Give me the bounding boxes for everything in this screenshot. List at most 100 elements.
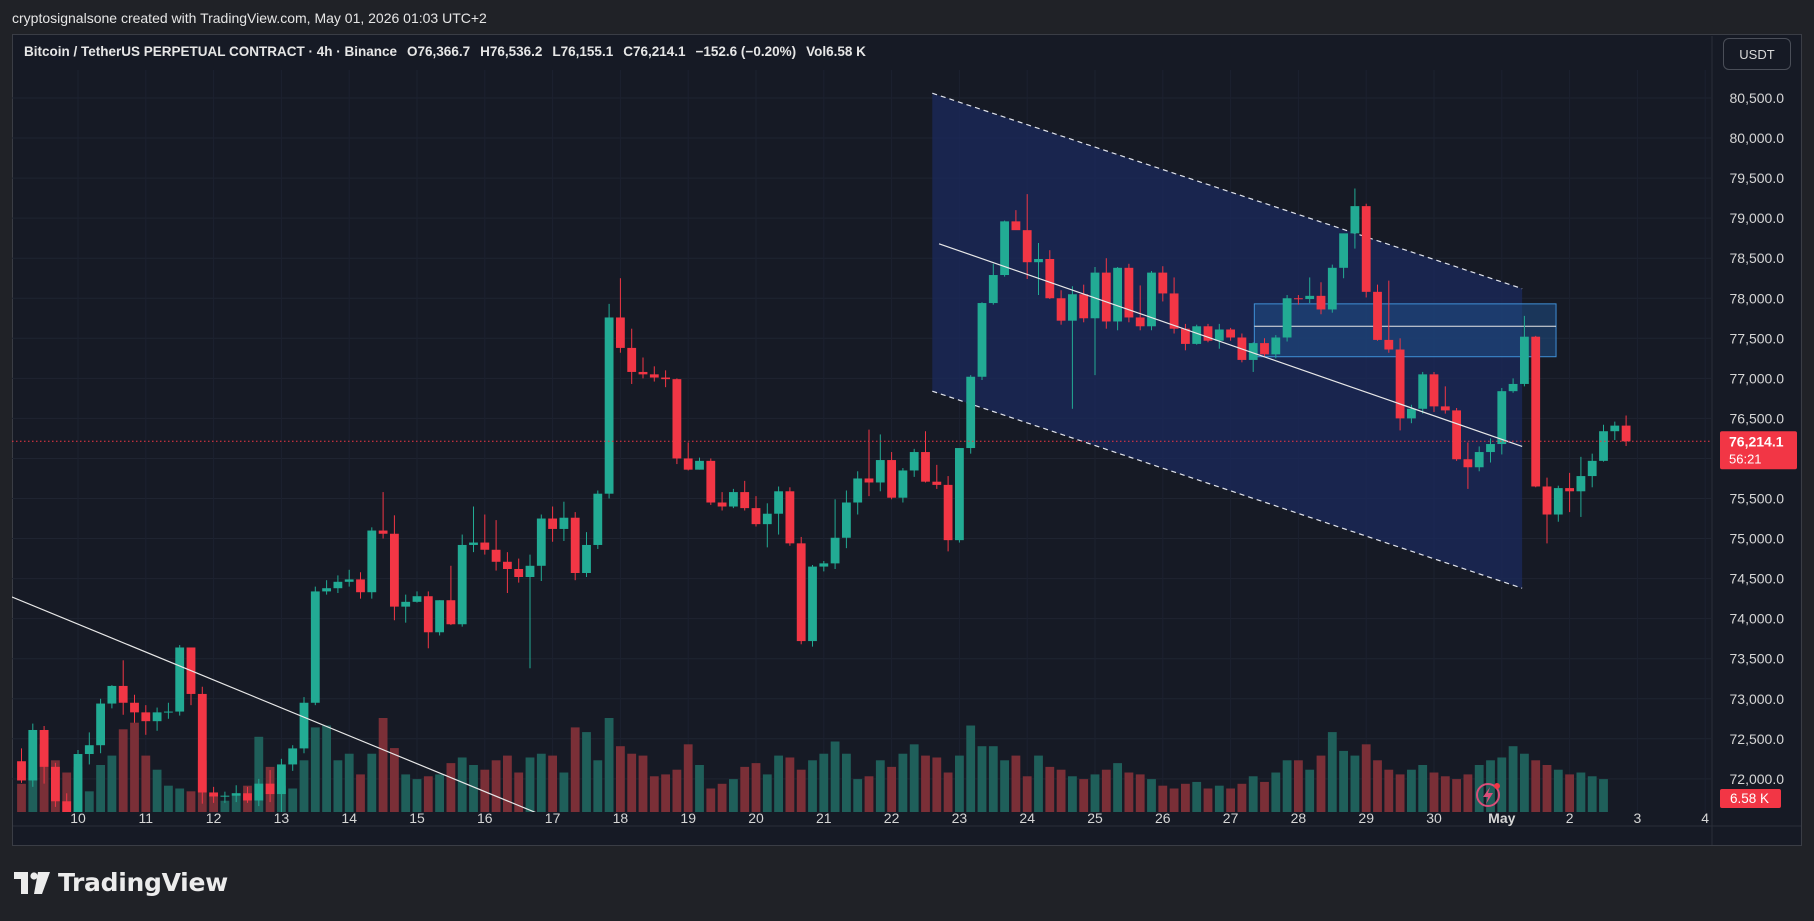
y-tick-label: 72,000.0 <box>1730 771 1785 787</box>
volume-bar <box>1192 781 1202 812</box>
lightning-bolt-icon <box>1483 787 1493 804</box>
x-tick-label: 2 <box>1566 810 1574 826</box>
legend-volume: Vol6.58 K <box>806 44 866 59</box>
lightning-icon[interactable] <box>1476 783 1500 807</box>
candle-body <box>243 793 252 801</box>
volume-bar <box>864 776 874 812</box>
candle-body <box>740 492 750 509</box>
candle-body <box>1587 460 1597 477</box>
candle-body <box>683 458 693 470</box>
tradingview-logo-icon <box>14 871 50 894</box>
volume-bar <box>1305 769 1315 812</box>
candle-body <box>1101 272 1111 322</box>
volume-bar <box>1293 760 1303 812</box>
candle-body <box>502 561 512 569</box>
legend-change: −152.6 (−0.20%) <box>695 44 797 59</box>
candle-body <box>1440 406 1450 411</box>
candle-body <box>254 783 264 801</box>
candle-body <box>661 377 671 380</box>
candle-body <box>1565 488 1575 492</box>
candle-body <box>706 460 716 503</box>
volume-bar <box>548 755 558 812</box>
volume-bar <box>299 760 309 812</box>
candle-body <box>672 379 682 459</box>
volume-bar <box>808 760 817 812</box>
candle-body <box>1214 329 1224 341</box>
volume-bar <box>310 727 320 812</box>
candle-body <box>627 347 637 372</box>
volume-bar <box>1169 788 1179 812</box>
candle-body <box>1271 337 1281 355</box>
legend-close: C76,214.1 <box>623 44 686 59</box>
x-tick-label: 28 <box>1291 810 1307 826</box>
candle-body <box>1339 233 1349 268</box>
volume-bar <box>333 760 343 812</box>
volume-bar <box>1531 760 1541 812</box>
x-tick-label: May <box>1488 810 1515 826</box>
volume-bar <box>1045 766 1055 812</box>
volume-bar <box>593 760 603 812</box>
candle-body <box>785 491 795 544</box>
volume-bar <box>1486 760 1495 812</box>
resistance-zone <box>1253 303 1557 358</box>
candle-body <box>17 761 26 781</box>
volume-bar <box>1248 776 1258 812</box>
volume-bar <box>1260 781 1269 812</box>
candle-body <box>1067 294 1077 321</box>
candle-body <box>1011 221 1021 231</box>
currency-button[interactable]: USDT <box>1723 38 1791 70</box>
volume-bar <box>480 769 490 812</box>
candle-body <box>921 452 930 482</box>
x-tick-label: 24 <box>1019 810 1035 826</box>
x-tick-label: 21 <box>816 810 832 826</box>
legend-high: H76,536.2 <box>480 44 543 59</box>
candle-body <box>446 600 456 625</box>
volume-bar <box>615 746 625 812</box>
volume-bar <box>774 755 784 812</box>
x-tick-label: 14 <box>341 810 357 826</box>
volume-bar <box>1599 779 1608 812</box>
legend-symbol[interactable]: Bitcoin / TetherUS PERPETUAL CONTRACT · … <box>24 44 398 59</box>
x-tick-label: 11 <box>139 810 154 826</box>
candle-body <box>1135 317 1145 327</box>
x-tick-label: 27 <box>1223 810 1239 826</box>
volume-bar <box>796 769 806 812</box>
volume-bar <box>728 779 738 812</box>
candle-body <box>39 729 49 767</box>
candle-body <box>717 502 727 507</box>
y-tick-label: 73,500.0 <box>1730 651 1785 667</box>
volume-bar <box>1090 774 1100 812</box>
volume-bar <box>921 755 930 812</box>
volume-bar <box>491 760 501 812</box>
volume-bar <box>1271 772 1281 812</box>
candle-body <box>1158 272 1168 294</box>
candle-body <box>1519 336 1529 384</box>
candle-body <box>1610 425 1620 432</box>
legend-low: L76,155.1 <box>552 44 614 59</box>
candle-body <box>570 517 580 573</box>
volume-bar <box>130 722 139 812</box>
notification-dot-icon <box>1494 783 1500 789</box>
candle-body <box>1576 476 1586 492</box>
volume-bar <box>1158 785 1168 812</box>
candle-body <box>943 484 953 541</box>
y-tick-label: 80,500.0 <box>1730 90 1785 106</box>
volume-bar <box>830 741 840 812</box>
candle-body <box>604 317 614 494</box>
volume-bar <box>141 755 151 812</box>
volume-bar <box>1237 783 1247 812</box>
volume-bar <box>875 760 885 812</box>
candle-body <box>1531 336 1541 487</box>
volume-bar <box>1147 779 1156 812</box>
candle-body <box>1090 272 1100 319</box>
candle-body <box>1350 206 1360 234</box>
volume-bar <box>1011 755 1021 812</box>
candle-body <box>695 460 704 470</box>
volume-bar <box>943 772 953 812</box>
volume-bar <box>1395 774 1405 812</box>
volume-bar <box>525 757 535 812</box>
candle-body <box>966 376 976 449</box>
x-tick-label: 10 <box>70 810 86 826</box>
tradingview-logo[interactable]: TradingView <box>14 868 228 897</box>
